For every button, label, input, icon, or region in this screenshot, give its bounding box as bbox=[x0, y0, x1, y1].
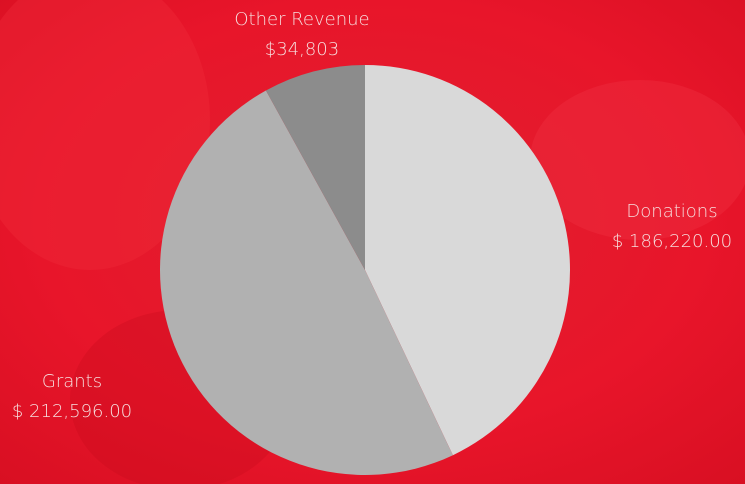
background-shape bbox=[0, 0, 210, 270]
pie-slice bbox=[160, 90, 453, 475]
value-label: $34,803 bbox=[265, 39, 339, 60]
slice-label: Donations bbox=[626, 201, 717, 222]
pie-slice bbox=[365, 65, 570, 456]
pie-slice bbox=[265, 65, 365, 270]
value-label: $ 212,596.00 bbox=[12, 401, 132, 422]
slice-label: Other Revenue bbox=[234, 9, 369, 30]
slice-label: Grants bbox=[42, 371, 102, 392]
value-label: $ 186,220.00 bbox=[612, 231, 732, 252]
background-shape bbox=[530, 80, 745, 240]
